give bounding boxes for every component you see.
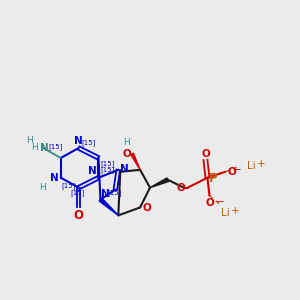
Text: N: N xyxy=(74,136,83,146)
Text: [15]: [15] xyxy=(70,190,85,196)
Text: O: O xyxy=(227,167,236,177)
Text: O: O xyxy=(74,209,84,222)
Polygon shape xyxy=(131,153,140,170)
Text: [15]: [15] xyxy=(100,160,115,167)
Text: N: N xyxy=(120,164,129,174)
Polygon shape xyxy=(99,198,118,215)
Text: O: O xyxy=(142,203,151,214)
Text: H: H xyxy=(31,142,38,152)
Text: [15]: [15] xyxy=(48,144,62,150)
Text: −: − xyxy=(233,165,242,175)
Text: N: N xyxy=(40,143,48,153)
Text: +: + xyxy=(257,159,266,169)
Text: H: H xyxy=(123,138,130,147)
Polygon shape xyxy=(150,178,169,188)
Text: N: N xyxy=(50,173,59,183)
Text: N: N xyxy=(88,166,97,176)
Text: O: O xyxy=(177,183,186,193)
Text: +: + xyxy=(231,206,240,216)
Text: [15]: [15] xyxy=(82,139,96,146)
Text: O: O xyxy=(205,198,214,208)
Text: [15]: [15] xyxy=(107,189,122,196)
Text: Li: Li xyxy=(221,208,230,218)
Text: H: H xyxy=(26,136,33,145)
Text: O: O xyxy=(201,149,210,159)
Text: −: − xyxy=(215,196,224,207)
Text: Li: Li xyxy=(247,161,256,171)
Text: O: O xyxy=(122,149,131,159)
Text: P: P xyxy=(208,172,217,185)
Text: N: N xyxy=(101,188,110,199)
Text: H: H xyxy=(40,183,46,192)
Text: [15]: [15] xyxy=(62,183,76,189)
Text: [15]: [15] xyxy=(100,166,115,173)
